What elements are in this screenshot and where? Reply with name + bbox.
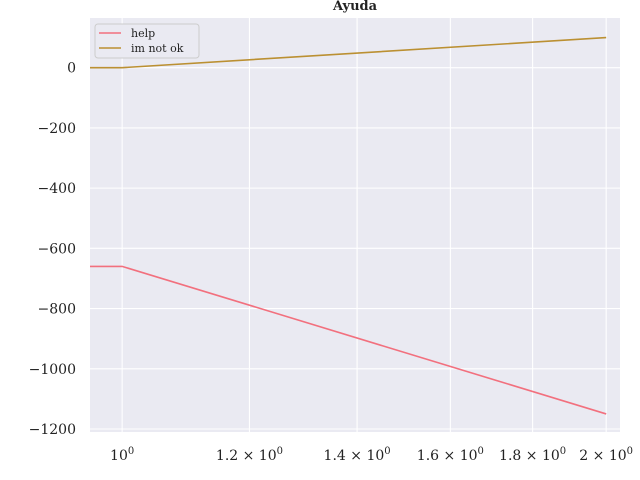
y-tick-label: −600	[38, 241, 76, 257]
x-tick-label: 1.6 × 100	[417, 446, 484, 464]
series-line	[90, 265, 607, 415]
x-tick-label: 2 × 100	[579, 446, 633, 464]
y-tick-label: −1000	[29, 362, 76, 378]
series-lines	[90, 36, 607, 415]
legend: help im not ok	[94, 23, 200, 59]
y-tick-label: 0	[67, 61, 76, 77]
y-tick-label: −400	[38, 181, 76, 197]
y-tick-label: −1200	[29, 422, 76, 438]
x-tick-labels: 100 1.2 × 100 1.4 × 100 1.6 × 100 1.8 × 100 2…	[110, 446, 633, 464]
x-tick-label: 1.4 × 100	[324, 446, 391, 464]
x-tick-label: 1.2 × 100	[216, 446, 283, 464]
chart-title: Ayuda	[332, 0, 378, 14]
x-tick-label: 100	[110, 446, 134, 464]
plot-area	[90, 18, 620, 432]
grid	[90, 18, 620, 432]
series-line	[90, 36, 607, 69]
legend-label: help	[131, 27, 155, 40]
legend-label: im not ok	[131, 42, 184, 55]
y-tick-labels: 0 −200 −400 −600 −800 −1000 −1200	[29, 61, 76, 438]
y-tick-label: −800	[38, 302, 76, 318]
y-tick-label: −200	[38, 121, 76, 137]
x-tick-label: 1.8 × 100	[499, 446, 566, 464]
